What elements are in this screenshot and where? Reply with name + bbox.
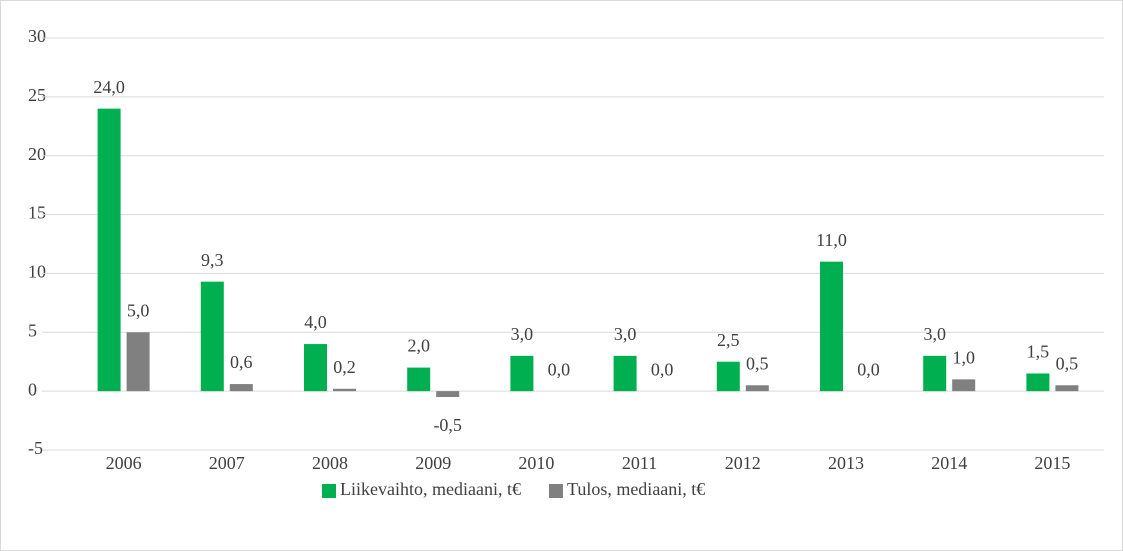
x-tick-label: 2014 [931,453,967,473]
bar [1026,373,1050,392]
data-label: 0,6 [230,352,253,372]
legend-swatch [322,484,336,498]
bar [229,384,253,392]
bar [716,361,740,392]
legend-swatch [548,484,563,498]
x-tick-label: 2006 [106,453,142,473]
bar [745,385,769,392]
bar [510,355,534,392]
x-tick-label: 2009 [415,453,451,473]
bar [613,355,637,392]
data-label: 11,0 [816,230,847,250]
bar [97,108,121,392]
x-tick-label: 2013 [828,453,864,473]
x-tick-label: 2010 [518,453,554,473]
bar [407,367,431,392]
data-label: -0,5 [433,415,462,435]
data-label: 1,5 [1027,342,1050,362]
data-label: 1,0 [952,347,975,367]
data-label: 0,0 [548,359,571,379]
data-label: 3,0 [511,324,534,344]
data-label: 0,0 [857,359,880,379]
y-tick-label: 5 [28,320,37,340]
y-tick-label: -5 [28,438,43,458]
bar [333,388,356,392]
bar [304,344,327,392]
x-tick-label: 2008 [312,453,348,473]
bar [126,332,150,392]
data-label: 2,5 [717,330,740,350]
y-tick-label: 10 [28,262,46,282]
bar [1055,385,1079,392]
data-label: 3,0 [614,324,637,344]
data-label: 2,0 [407,336,430,356]
bar [820,261,843,392]
x-tick-label: 2015 [1034,453,1070,473]
data-label: 0,0 [651,359,674,379]
data-label: 0,5 [746,353,769,373]
x-tick-label: 2011 [622,453,657,473]
x-tick-label: 2012 [725,453,761,473]
bar [952,379,976,392]
y-tick-label: 15 [28,203,46,223]
bar [923,355,947,392]
data-label: 9,3 [201,250,224,270]
bar [436,391,460,398]
y-tick-label: 0 [28,379,37,399]
y-tick-label: 25 [28,85,46,105]
data-label: 3,0 [923,324,946,344]
legend-label: Tulos, mediaani, t€ [567,479,705,499]
bar [200,281,224,392]
data-label: 24,0 [93,77,125,97]
data-label: 4,0 [304,312,327,332]
y-tick-label: 20 [28,144,46,164]
data-label: 0,2 [333,357,356,377]
y-tick-label: 30 [28,26,46,46]
data-label: 0,5 [1056,353,1079,373]
x-tick-label: 2007 [209,453,245,473]
legend-label: Liikevaihto, mediaani, t€ [340,479,521,499]
data-label: 5,0 [127,300,150,320]
